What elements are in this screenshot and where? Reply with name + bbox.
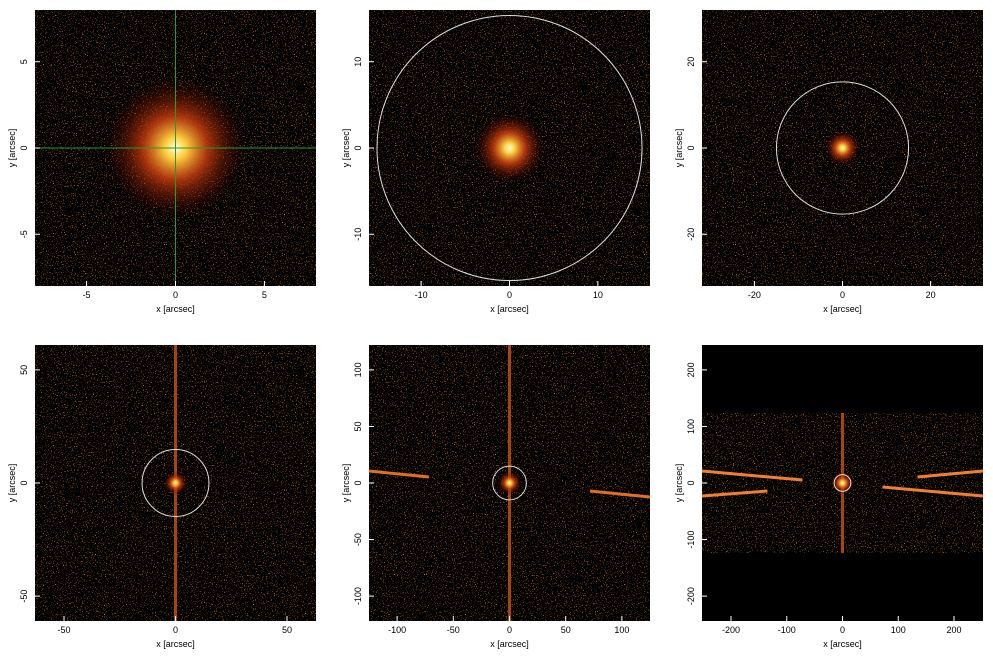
- y-tick-label: -50: [353, 533, 363, 546]
- y-tick-label: -100: [686, 531, 696, 549]
- x-tick-label: 0: [507, 290, 512, 300]
- x-tick-label: 50: [282, 625, 292, 635]
- x-tick-label: 0: [840, 290, 845, 300]
- readout-streak: [589, 489, 651, 499]
- readout-streak: [701, 469, 803, 482]
- x-tick-label: -50: [447, 625, 460, 635]
- y-tick-label: 0: [686, 480, 696, 485]
- readout-streak: [882, 485, 984, 498]
- x-tick-label: 0: [507, 625, 512, 635]
- x-tick-label: -20: [748, 290, 761, 300]
- extraction-circle: [775, 81, 910, 215]
- y-tick-label: -200: [686, 587, 696, 605]
- y-tick-label: 50: [19, 365, 29, 375]
- y-tick-label: -20: [686, 228, 696, 241]
- panel: -100 -50 0 50 100 -100 -50 0 50 100 x [arcsec] y [a…: [341, 345, 651, 649]
- panel: -10 0 10 -10 0 10 x [arcsec] y [arcsec]: [341, 10, 650, 314]
- x-tick-label: 100: [891, 625, 906, 635]
- x-tick-label: 5: [262, 290, 267, 300]
- y-tick-label: 0: [19, 145, 29, 150]
- x-tick-label: 10: [593, 290, 603, 300]
- y-axis-label: y [arcsec]: [7, 464, 17, 503]
- x-tick-label: -5: [83, 290, 91, 300]
- x-tick-label: 0: [840, 625, 845, 635]
- y-tick-label: -10: [353, 228, 363, 241]
- y-tick-label: 200: [686, 362, 696, 377]
- y-tick-label: -50: [19, 590, 29, 603]
- x-axis-label: x [arcsec]: [490, 639, 529, 649]
- panel: -20 0 20 -20 0 20 x [arcsec] y [arcsec]: [674, 10, 983, 314]
- y-axis-label: y [arcsec]: [341, 129, 351, 168]
- panel: -5 0 5 -5 0 5 x [arcsec] y [arcsec]: [7, 10, 316, 314]
- source-glow: [824, 130, 861, 166]
- y-tick-label: -5: [19, 230, 29, 238]
- x-tick-label: 200: [946, 625, 961, 635]
- x-tick-label: 0: [173, 625, 178, 635]
- extraction-circle: [833, 474, 852, 492]
- extraction-circle: [141, 449, 210, 517]
- y-tick-label: 10: [353, 57, 363, 67]
- x-axis-label: x [arcsec]: [823, 304, 862, 314]
- readout-streak: [701, 489, 768, 498]
- y-tick-label: 0: [19, 480, 29, 485]
- source-glow: [474, 112, 545, 184]
- y-tick-label: -100: [353, 587, 363, 605]
- x-tick-label: -200: [722, 625, 740, 635]
- y-tick-label: 5: [19, 59, 29, 64]
- x-tick-label: 0: [173, 290, 178, 300]
- x-tick-label: 20: [926, 290, 936, 300]
- y-tick-label: 0: [353, 480, 363, 485]
- y-tick-label: 0: [686, 145, 696, 150]
- panel: -200 -100 0 100 200 -200 -100 0 100 200 x [arcsec]…: [674, 345, 984, 649]
- y-axis-label: y [arcsec]: [7, 129, 17, 168]
- x-axis-label: x [arcsec]: [490, 304, 529, 314]
- x-tick-label: 100: [614, 625, 629, 635]
- x-axis-label: x [arcsec]: [156, 304, 195, 314]
- y-tick-label: 0: [353, 145, 363, 150]
- y-tick-label: 20: [686, 57, 696, 67]
- x-tick-label: -100: [388, 625, 406, 635]
- source-glow: [497, 471, 522, 495]
- panel: -50 0 50 -50 0 50 x [arcsec] y [arcsec]: [7, 345, 316, 649]
- x-tick-label: -10: [415, 290, 428, 300]
- readout-streak: [917, 469, 984, 479]
- x-axis-label: x [arcsec]: [156, 639, 195, 649]
- x-tick-label: -50: [57, 625, 70, 635]
- no-coverage: [702, 553, 983, 621]
- x-tick-label: 50: [561, 625, 571, 635]
- extraction-circle: [376, 14, 643, 282]
- extraction-circle: [492, 465, 527, 501]
- y-tick-label: 50: [353, 421, 363, 431]
- no-coverage: [702, 345, 983, 413]
- source-glow: [163, 471, 188, 495]
- readout-streak: [368, 469, 430, 479]
- y-tick-label: 100: [686, 419, 696, 434]
- y-axis-label: y [arcsec]: [674, 464, 684, 503]
- y-tick-label: 100: [353, 362, 363, 377]
- y-axis-label: y [arcsec]: [674, 129, 684, 168]
- x-axis-label: x [arcsec]: [823, 639, 862, 649]
- y-axis-label: y [arcsec]: [341, 464, 351, 503]
- x-tick-label: -100: [778, 625, 796, 635]
